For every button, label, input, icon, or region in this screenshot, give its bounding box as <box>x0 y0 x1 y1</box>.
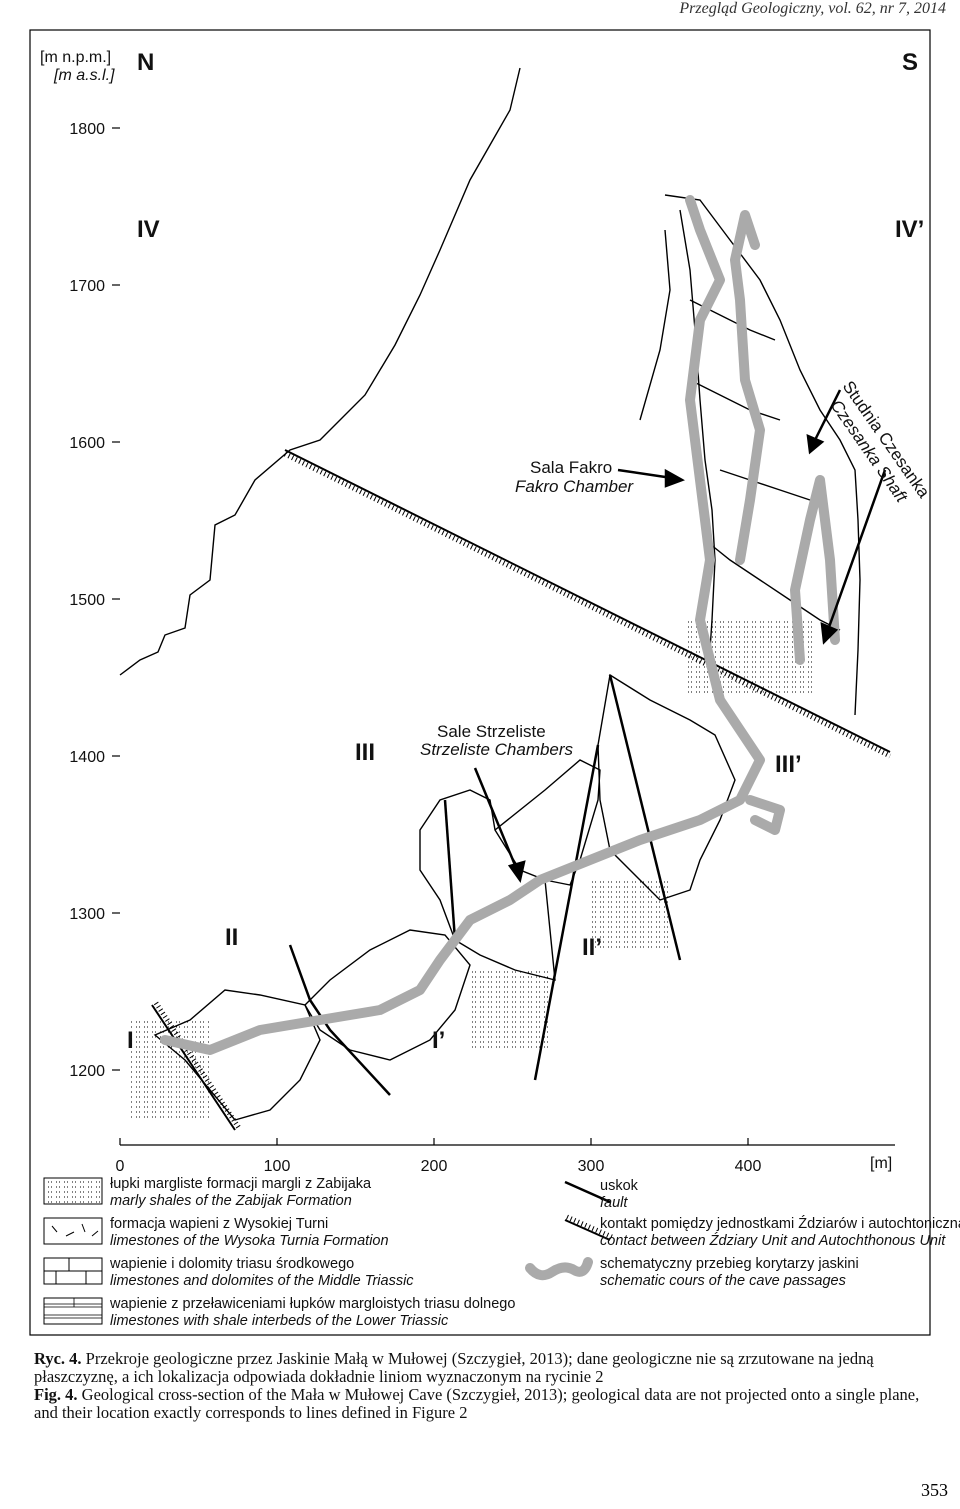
legend-symbol <box>44 1258 102 1284</box>
y-tick-label: 1500 <box>69 592 105 609</box>
caption: Ryc. 4. Przekroje geologiczne przez Jask… <box>34 1350 934 1422</box>
legend-symbol <box>44 1298 102 1319</box>
arrowhead <box>820 622 839 645</box>
caption-en: Fig. 4. Geological cross-section of the … <box>34 1386 934 1422</box>
shale-zone <box>130 1020 210 1120</box>
figure-frame <box>29 29 931 1336</box>
legend-symbol <box>51 1223 99 1237</box>
y-unit-pl: [m n.p.m.] <box>40 49 111 66</box>
cave-passage <box>745 795 785 835</box>
arrow <box>813 389 842 441</box>
arrowhead <box>507 860 526 884</box>
caption-pl: Ryc. 4. Przekroje geologiczne przez Jask… <box>34 1350 934 1386</box>
middle-block <box>597 673 736 901</box>
cave-passage <box>790 475 840 665</box>
x-tick-label: 400 <box>735 1158 762 1175</box>
caption-text: Geological cross-section of the Mała w M… <box>34 1385 920 1422</box>
section-label: II’ <box>582 934 602 961</box>
annotation: Fakro Chamber <box>515 477 634 496</box>
wysoka-turnia-block <box>419 789 556 981</box>
upper-block-left <box>639 229 671 421</box>
shale-zone <box>470 970 550 1050</box>
journal-header: Przegląd Geologiczny, vol. 62, nr 7, 201… <box>679 0 946 17</box>
x-tick-label: 300 <box>578 1158 605 1175</box>
geology <box>119 67 892 1131</box>
arrow <box>617 468 673 480</box>
fault-3 <box>443 799 457 941</box>
section-label: I <box>127 1027 134 1054</box>
cave-passage <box>160 195 765 1055</box>
y-unit-en: [m a.s.l.] <box>53 67 115 84</box>
caption-text: Przekroje geologiczne przez Jaskinie Mał… <box>34 1349 874 1386</box>
legend-text: schematyczny przebieg korytarzy jaskini <box>600 1256 859 1272</box>
x-tick-label: 100 <box>264 1158 291 1175</box>
topography <box>119 67 521 676</box>
x-tick-label: 200 <box>421 1158 448 1175</box>
legend-text: limestones with shale interbeds of the L… <box>110 1313 449 1329</box>
legend-symbol <box>565 1214 614 1240</box>
legend-text: kontakt pomiędzy jednostkami Ździarów i … <box>600 1215 960 1232</box>
legend-text: łupki margliste formacji margli z Zabija… <box>110 1176 372 1192</box>
middle-triassic-block <box>494 759 601 886</box>
legend-text: contact between Ździary Unit and Autocht… <box>600 1232 946 1249</box>
y-tick-label: 1200 <box>69 1063 105 1080</box>
y-tick-label: 1800 <box>69 121 105 138</box>
y-tick-label: 1700 <box>69 278 105 295</box>
arrow <box>826 469 887 631</box>
south-label: S <box>902 49 918 76</box>
legend-text: wapienie i dolomity triasu środkowego <box>109 1256 354 1272</box>
shale-zone <box>590 880 670 950</box>
y-tick-label: 1600 <box>69 435 105 452</box>
section-label: IV’ <box>895 216 924 243</box>
arrowhead <box>664 468 685 488</box>
section-label: II <box>225 924 238 951</box>
legend-symbol <box>43 1217 103 1245</box>
bedding <box>689 299 841 631</box>
annotation: Strzeliste Chambers <box>420 740 574 759</box>
legend-symbol <box>43 1177 103 1205</box>
legend-symbol <box>564 1180 611 1204</box>
y-tick-label: 1400 <box>69 749 105 766</box>
legend-text: limestones of the Wysoka Turnia Formatio… <box>110 1233 389 1249</box>
annotation: Sala Fakro <box>530 458 612 477</box>
annotation: Sale Strzeliste <box>437 722 546 741</box>
thrust-line <box>284 449 891 753</box>
upper-block-edge <box>664 194 861 716</box>
caption-label: Ryc. 4. <box>34 1349 82 1368</box>
cave-passage <box>730 210 765 565</box>
legend-symbol <box>525 1257 593 1281</box>
arrows <box>473 389 887 884</box>
legend: łupki margliste formacji margli z Zabija… <box>43 1176 960 1329</box>
page-number: 353 <box>921 1480 948 1500</box>
legend-symbol <box>43 1297 103 1325</box>
figure: [m n.p.m.] [m a.s.l.] N S IV IV’ III III… <box>29 29 960 1336</box>
legend-text: limestones and dolomites of the Middle T… <box>110 1273 414 1289</box>
section-label: III <box>355 739 375 766</box>
section-label: III’ <box>775 751 802 778</box>
legend-text: fault <box>600 1195 628 1211</box>
arrowhead <box>806 433 825 455</box>
legend-text: marly shales of the Zabijak Formation <box>110 1193 352 1209</box>
legend-text: wapienie z przeławiceniami łupków marglo… <box>109 1296 515 1312</box>
caption-label: Fig. 4. <box>34 1385 78 1404</box>
ticks: 1800 1700 1600 1500 1400 1300 1200 0 100 200 300 40… <box>69 121 761 1175</box>
legend-text: formacja wapieni z Wysokiej Turni <box>110 1216 328 1232</box>
y-tick-label: 1300 <box>69 906 105 923</box>
cave-passages <box>160 195 840 1055</box>
legend-text: uskok <box>600 1178 639 1194</box>
section-label: I’ <box>432 1027 445 1054</box>
thrust-hatch <box>283 451 892 759</box>
x-unit: [m] <box>870 1155 892 1172</box>
legend-text: schematic cours of the cave passages <box>600 1273 846 1289</box>
legend-symbol <box>564 1219 611 1241</box>
upper-block-inner <box>679 209 716 651</box>
arrow <box>473 767 519 871</box>
section-label: IV <box>137 216 160 243</box>
x-tick-label: 0 <box>116 1158 125 1175</box>
north-label: N <box>137 49 154 76</box>
